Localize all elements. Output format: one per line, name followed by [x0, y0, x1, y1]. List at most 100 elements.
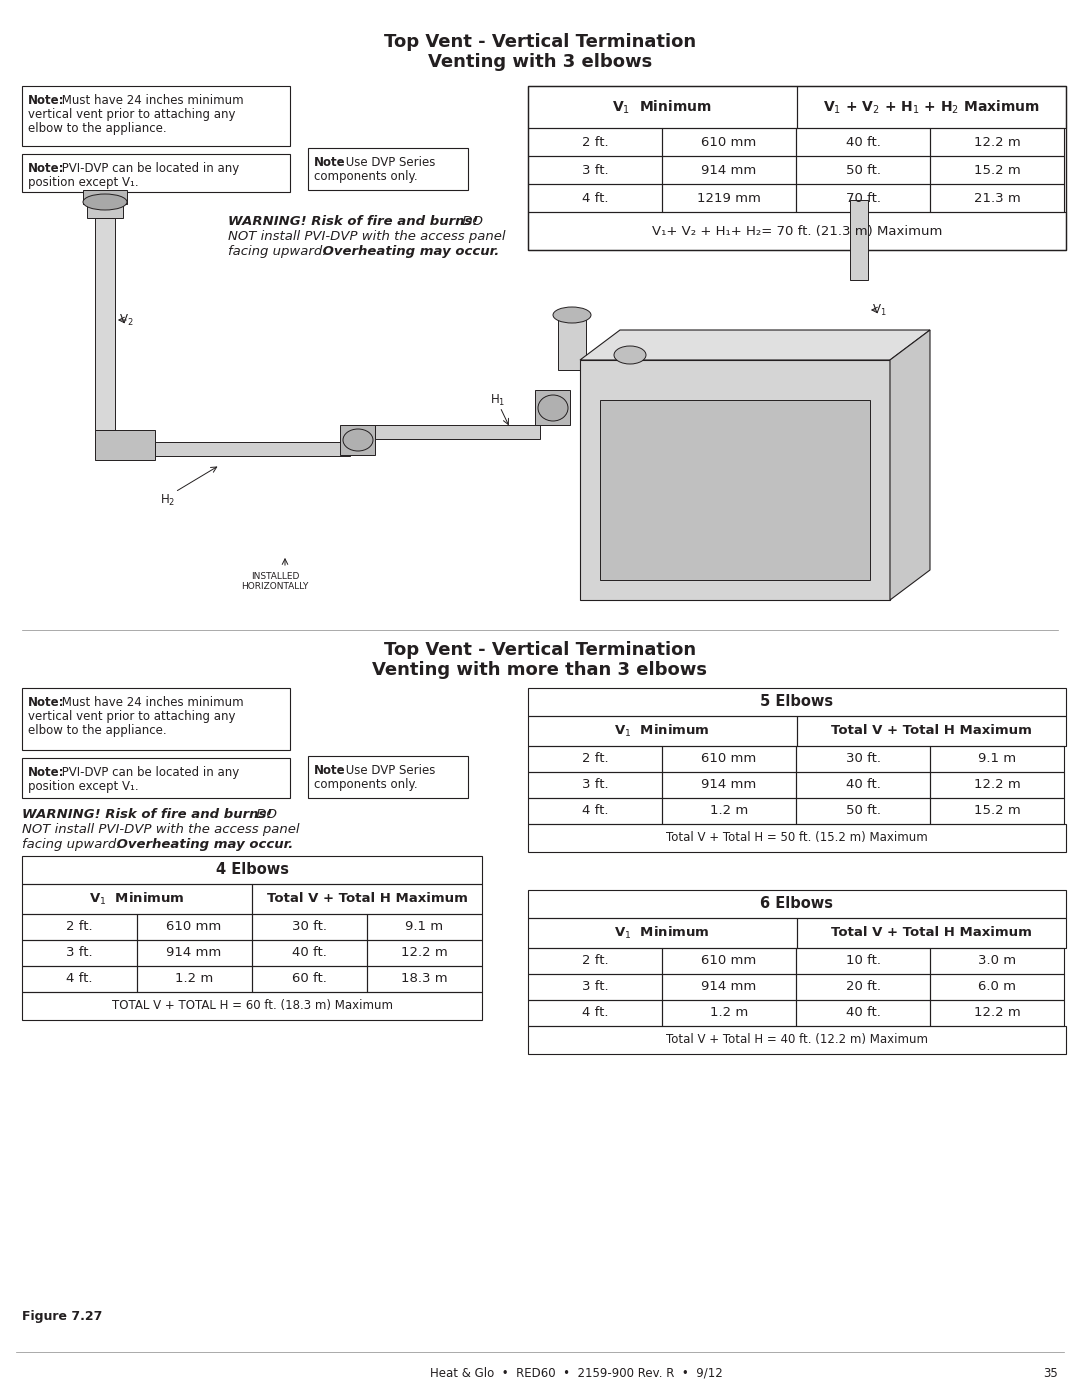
Bar [528, 1025, 1066, 1053]
Text: PVI-DVP can be located in any: PVI-DVP can be located in any [58, 162, 240, 175]
Bar [796, 773, 930, 798]
Text: vertical vent prior to attaching any: vertical vent prior to attaching any [28, 710, 235, 724]
Bar [796, 798, 930, 824]
Bar [252, 940, 367, 965]
Text: 610 mm: 610 mm [166, 921, 221, 933]
Text: NOT install PVI-DVP with the access panel: NOT install PVI-DVP with the access pane… [228, 231, 505, 243]
Text: 5 Elbows: 5 Elbows [760, 694, 834, 710]
Bar [87, 196, 123, 218]
Bar [528, 974, 662, 1000]
Bar [22, 992, 482, 1020]
Bar [528, 949, 662, 974]
Ellipse shape [83, 194, 127, 210]
Bar [662, 974, 796, 1000]
Text: 2 ft.: 2 ft. [582, 753, 608, 766]
Bar [796, 184, 930, 212]
Text: 6 Elbows: 6 Elbows [760, 897, 834, 911]
Text: 40 ft.: 40 ft. [846, 778, 880, 792]
Bar [796, 1000, 930, 1025]
Text: Note:: Note: [28, 94, 65, 108]
Bar [600, 400, 870, 580]
Text: H$_1$: H$_1$ [490, 393, 505, 408]
Bar [308, 148, 468, 190]
Bar [367, 940, 482, 965]
Bar [137, 965, 252, 992]
Text: 50 ft.: 50 ft. [846, 163, 880, 176]
Bar [528, 798, 662, 824]
Polygon shape [580, 330, 930, 360]
Text: elbow to the appliance.: elbow to the appliance. [28, 724, 166, 738]
Text: facing upward.: facing upward. [228, 244, 326, 258]
Text: Venting with 3 elbows: Venting with 3 elbows [428, 53, 652, 71]
Text: : Use DVP Series: : Use DVP Series [338, 764, 435, 777]
Ellipse shape [538, 395, 568, 420]
Bar [797, 87, 1066, 129]
Text: 9.1 m: 9.1 m [977, 753, 1016, 766]
Text: 15.2 m: 15.2 m [974, 163, 1021, 176]
Text: 610 mm: 610 mm [701, 954, 757, 968]
Bar [252, 884, 482, 914]
Bar [22, 884, 252, 914]
Text: 2 ft.: 2 ft. [582, 954, 608, 968]
Bar [22, 940, 137, 965]
Bar [796, 746, 930, 773]
Text: TOTAL V + TOTAL H = 60 ft. (18.3 m) Maximum: TOTAL V + TOTAL H = 60 ft. (18.3 m) Maxi… [111, 999, 392, 1013]
Text: Note:: Note: [28, 696, 65, 710]
Text: 914 mm: 914 mm [701, 981, 757, 993]
Text: 70 ft.: 70 ft. [846, 191, 880, 204]
Bar [662, 798, 796, 824]
Text: WARNING! Risk of fire and burns!: WARNING! Risk of fire and burns! [228, 215, 478, 228]
Text: 4 ft.: 4 ft. [582, 1006, 608, 1020]
Bar [528, 824, 1066, 852]
Bar [662, 184, 796, 212]
Bar [930, 974, 1064, 1000]
Bar [796, 156, 930, 184]
Text: 1.2 m: 1.2 m [710, 1006, 748, 1020]
Text: Must have 24 inches minimum: Must have 24 inches minimum [58, 696, 244, 710]
Bar [528, 717, 797, 746]
Bar [662, 949, 796, 974]
Text: V$_1$ + V$_2$ + H$_1$ + H$_2$ Maximum: V$_1$ + V$_2$ + H$_1$ + H$_2$ Maximum [823, 98, 1039, 116]
Bar [22, 154, 291, 191]
Text: Total V + Total H = 40 ft. (12.2 m) Maximum: Total V + Total H = 40 ft. (12.2 m) Maxi… [666, 1034, 928, 1046]
Text: Overheating may occur.: Overheating may occur. [112, 838, 294, 851]
Bar [375, 425, 540, 439]
Bar [796, 949, 930, 974]
Bar [662, 129, 796, 156]
Text: 40 ft.: 40 ft. [846, 1006, 880, 1020]
Bar [930, 746, 1064, 773]
Text: elbow to the appliance.: elbow to the appliance. [28, 122, 166, 136]
Ellipse shape [615, 346, 646, 365]
Bar [95, 430, 156, 460]
Bar [528, 918, 797, 949]
Text: facing upward.: facing upward. [22, 838, 121, 851]
Bar [528, 156, 662, 184]
Text: 20 ft.: 20 ft. [846, 981, 880, 993]
Text: Total V + Total H Maximum: Total V + Total H Maximum [831, 725, 1031, 738]
Text: H$_2$: H$_2$ [160, 493, 175, 507]
Bar [528, 773, 662, 798]
Text: 610 mm: 610 mm [701, 136, 757, 148]
Bar [367, 914, 482, 940]
Text: Note:: Note: [28, 766, 65, 780]
Text: components only.: components only. [314, 778, 418, 791]
Bar [137, 940, 252, 965]
Text: 12.2 m: 12.2 m [974, 778, 1021, 792]
Text: Overheating may occur.: Overheating may occur. [318, 244, 499, 258]
Text: 4 Elbows: 4 Elbows [216, 862, 288, 877]
Text: Note: Note [314, 764, 346, 777]
Bar [930, 129, 1064, 156]
Text: 2 ft.: 2 ft. [582, 136, 608, 148]
Bar [22, 687, 291, 750]
Text: 4 ft.: 4 ft. [582, 805, 608, 817]
Ellipse shape [553, 307, 591, 323]
Bar [308, 756, 468, 798]
Text: 3 ft.: 3 ft. [66, 947, 92, 960]
Text: DO: DO [252, 807, 276, 821]
Text: 1219 mm: 1219 mm [697, 191, 761, 204]
Text: V$_1$  Minimum: V$_1$ Minimum [615, 724, 710, 739]
Ellipse shape [343, 429, 373, 451]
Text: WARNING! Risk of fire and burns!: WARNING! Risk of fire and burns! [22, 807, 272, 821]
Text: components only.: components only. [314, 170, 418, 183]
Bar [528, 687, 1066, 717]
